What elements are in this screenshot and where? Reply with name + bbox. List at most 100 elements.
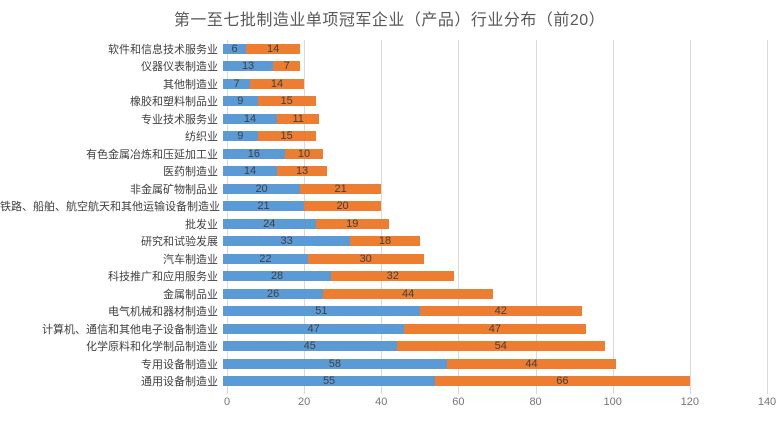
category-label: 研究和试验发展 [141,236,218,249]
data-label: 9 [237,95,244,108]
x-axis-tick-label: 0 [223,396,231,408]
data-label: 58 [328,357,341,370]
bar-segment-series-2-orange: 44 [323,287,493,300]
bar-segment-series-1-blue: 24 [223,217,316,230]
gridline-100 [612,40,614,394]
bar-row: 批发业 24 19 [0,215,779,233]
x-axis-tick-label: 60 [452,396,465,408]
data-label: 28 [270,270,284,283]
data-label: 33 [280,235,293,248]
data-label: 55 [322,375,336,388]
bar-segment-series-1-blue: 20 [223,183,301,194]
bar-segment-series-1-blue: 45 [223,340,397,353]
bar-segment-series-2-orange: 11 [277,113,320,124]
bar-row: 研究和试验发展 33 18 [0,233,779,251]
gridline-0 [227,40,228,394]
data-label: 20 [336,200,349,213]
bar-track: 9 15 [223,95,763,108]
bar-segment-series-1-blue: 9 [223,130,258,143]
bar-track: 13 7 [223,60,763,73]
bar-row: 专业技术服务业 14 11 [0,110,779,128]
bar-row: 电气机械和器材制造业 51 42 [0,303,779,321]
bar-row: 其他制造业 7 14 [0,75,779,93]
bar-track: 58 44 [223,357,763,370]
data-label: 45 [303,340,316,353]
bar-track: 33 18 [223,235,763,248]
data-label: 14 [267,42,280,55]
data-label: 13 [241,60,255,73]
category-label: 专用设备制造业 [141,358,218,371]
bar-segment-series-2-orange: 10 [284,148,324,159]
bar-track: 45 54 [223,340,763,353]
data-label: 14 [243,165,257,178]
category-label: 其他制造业 [163,78,218,91]
bar-track: 24 19 [223,217,763,230]
bar-track: 22 30 [223,252,763,265]
data-label: 9 [237,130,244,143]
bar-segment-series-2-orange: 21 [300,182,382,195]
bar-segment-series-1-blue: 14 [223,113,277,124]
bar-row: 仪器仪表制造业 13 7 [0,58,779,76]
data-label: 14 [270,77,284,90]
bar-segment-series-2-orange: 30 [307,252,424,265]
data-label: 44 [402,287,415,300]
bar-segment-series-2-orange: 7 [273,60,301,73]
gridline-40 [381,40,383,394]
gridline-80 [535,40,537,394]
data-label: 24 [263,217,276,230]
bar-segment-series-1-blue: 6 [223,42,247,55]
x-axis-tick-label: 40 [375,396,388,408]
bar-segment-series-2-orange: 15 [257,130,316,143]
category-label: 科技推广和应用服务业 [108,271,218,284]
bar-segment-series-1-blue: 33 [223,235,351,248]
data-label: 47 [488,322,502,335]
bar-row: 化学原料和化学制品制造业 45 54 [0,338,779,356]
bar-segment-series-2-orange: 32 [331,270,455,283]
data-label: 51 [315,305,328,318]
category-label: 通用设备制造业 [141,376,218,389]
category-label: 电气机械和器材制造业 [108,306,218,319]
bar-segment-series-1-blue: 16 [223,147,285,160]
data-label: 7 [283,60,290,73]
bar-segment-series-2-orange: 20 [304,200,382,213]
category-label: 有色金属冶炼和压延加工业 [86,148,218,161]
bar-segment-series-1-blue: 21 [223,201,304,212]
bar-segment-series-1-blue: 55 [223,375,436,388]
data-label: 44 [525,357,538,370]
bar-segment-series-1-blue: 58 [223,357,447,370]
data-label: 15 [280,130,293,143]
data-label: 18 [378,235,392,248]
bar-row: 铁路、船舶、航空航天和其他运输设备制造业 21 20 [0,198,779,216]
bar-segment-series-2-orange: 14 [250,77,304,90]
bar-track: 20 21 [223,182,763,195]
data-label: 30 [359,252,372,265]
x-axis: 0 20 40 60 80 100 120 140 [223,396,776,412]
bar-segment-series-2-orange: 13 [277,165,328,178]
data-label: 16 [247,147,260,160]
bar-row: 纺织业 9 15 [0,128,779,146]
category-label: 铁路、船舶、航空航天和其他运输设备制造业 [0,201,220,214]
bar-segment-series-2-orange: 66 [435,375,690,388]
bar-track: 28 32 [223,270,763,283]
bar-row: 科技推广和应用服务业 28 32 [0,268,779,286]
data-label: 13 [295,165,309,178]
data-label: 66 [556,375,569,388]
category-label: 仪器仪表制造业 [141,61,218,74]
bar-row: 有色金属冶炼和压延加工业 16 10 [0,145,779,163]
data-label: 54 [494,340,507,353]
data-label: 19 [346,217,359,230]
chart-title: 第一至七批制造业单项冠军企业（产品）行业分布（前20） [173,12,606,29]
x-axis-tick-label: 120 [680,396,700,408]
bar-rows: 软件和信息技术服务业 6 14 仪器仪表制造业 13 7 其他制造业 7 14 橡胶和塑料制品业 9… [0,40,779,390]
bar-row: 橡胶和塑料制品业 9 15 [0,93,779,111]
bar-segment-series-2-orange: 18 [350,235,420,248]
data-label: 21 [334,182,347,195]
data-label: 6 [231,42,238,55]
bar-track: 21 20 [223,200,763,213]
data-label: 32 [386,270,399,283]
gridline-120 [689,40,691,394]
bar-track: 7 14 [223,77,763,90]
bar-row: 医药制造业 14 13 [0,163,779,181]
bar-segment-series-1-blue: 13 [223,60,274,73]
bar-track: 51 42 [223,305,763,318]
